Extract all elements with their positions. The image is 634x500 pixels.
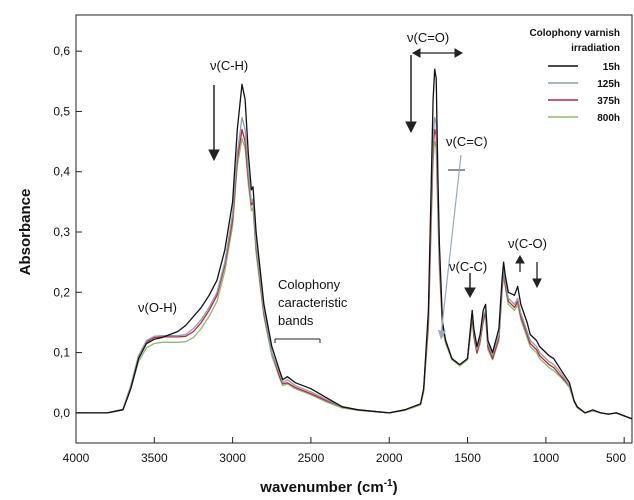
annotation-arrows — [208, 48, 542, 299]
co-double-arrow-right — [454, 48, 464, 58]
series-lines — [76, 68, 633, 420]
annot-colophony: Colophony — [278, 277, 341, 292]
annot-co: ν(C=O) — [407, 30, 449, 45]
colophony-bands-bracket — [274, 338, 321, 343]
annot-bands: bands — [278, 313, 314, 328]
ch-arrowhead — [208, 149, 220, 162]
legend-label-375h: 375h — [597, 96, 620, 107]
series-line-375h — [76, 128, 633, 420]
x-axis-unit-sup: -1 — [384, 478, 393, 489]
x-tick-label: 1500 — [454, 451, 481, 465]
annot-cc-single: ν(C-C) — [449, 259, 487, 274]
plot-frame — [75, 14, 633, 444]
co-arrowhead — [405, 121, 417, 134]
legend-title-line1: Colophony varnish — [529, 28, 620, 39]
x-tick-label: 4000 — [63, 451, 90, 465]
x-tick-label: 3500 — [141, 451, 168, 465]
x-tick-label: 500 — [606, 451, 626, 465]
x-tick-label: 2500 — [298, 451, 325, 465]
x-tick-label: 2000 — [376, 451, 403, 465]
c-o-arrowhead-down — [532, 278, 542, 289]
annot-ch: ν(C-H) — [210, 58, 248, 73]
series-line-15h — [76, 68, 633, 420]
legend: Colophony varnish irradiation 15h 125h 375… — [529, 28, 620, 124]
cc-pointer-line — [440, 154, 462, 336]
legend-label-15h: 15h — [603, 62, 620, 73]
y-axis-title: Absorbance — [17, 189, 34, 276]
legend-label-800h: 800h — [597, 113, 620, 124]
x-axis-unit-open: (cm — [357, 479, 384, 496]
annot-caracteristic: caracteristic — [278, 295, 348, 310]
y-tick-label: 0,5 — [53, 104, 70, 118]
y-tick-label: 0,6 — [53, 44, 70, 58]
y-tick-label: 0,1 — [53, 346, 70, 360]
co-double-arrow-left — [411, 48, 421, 58]
y-axis-ticks: 0,0 0,1 0,2 0,3 0,4 0,5 0,6 — [53, 44, 82, 420]
annot-cc-double: ν(C=C) — [446, 134, 488, 149]
y-tick-label: 0,0 — [53, 406, 70, 420]
c-o-arrowhead-up — [515, 254, 525, 264]
x-axis-unit-close: ) — [393, 479, 398, 496]
y-tick-label: 0,4 — [53, 165, 70, 179]
y-tick-label: 0,3 — [53, 225, 70, 239]
annot-oh: ν(O-H) — [138, 300, 177, 315]
x-axis-title: wavenumber — [259, 479, 352, 496]
cc-pointer-head — [438, 330, 446, 340]
legend-title-line2: irradiation — [571, 43, 620, 54]
y-tick-label: 0,2 — [53, 285, 70, 299]
x-tick-label: 1000 — [533, 451, 560, 465]
series-line-800h — [76, 137, 633, 420]
series-line-125h — [76, 116, 633, 420]
x-axis-ticks: 4000 3500 3000 2500 2000 1500 1000 500 — [63, 437, 626, 465]
annot-c-o: ν(C-O) — [508, 236, 547, 251]
x-tick-label: 3000 — [219, 451, 246, 465]
x-axis-unit: (cm-1) — [357, 478, 398, 496]
legend-label-125h: 125h — [597, 79, 620, 90]
c-c-arrowhead — [464, 287, 476, 299]
